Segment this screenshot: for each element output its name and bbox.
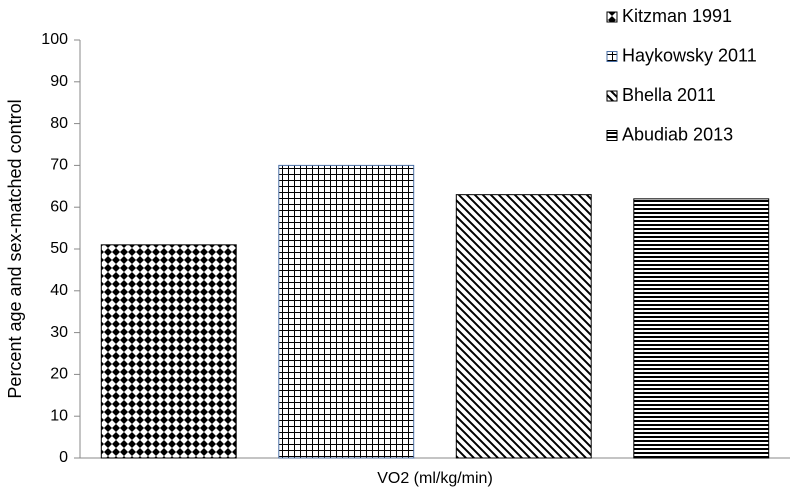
y-tick-label: 70 — [50, 157, 68, 174]
y-tick-label: 100 — [41, 31, 68, 48]
legend-label: Bhella 2011 — [622, 85, 716, 105]
legend-swatch — [606, 51, 618, 62]
y-tick-label: 90 — [50, 73, 68, 90]
x-tick-label: VO2 (ml/kg/min) — [377, 470, 493, 487]
y-tick-label: 40 — [50, 282, 68, 299]
y-tick-label: 10 — [50, 407, 68, 424]
legend-swatch — [606, 130, 618, 141]
bar — [633, 198, 770, 459]
legend-label: Haykowsky 2011 — [622, 45, 757, 65]
bar — [455, 194, 592, 459]
y-tick-label: 30 — [50, 324, 68, 341]
y-tick-label: 20 — [50, 366, 68, 383]
y-tick-label: 60 — [50, 198, 68, 215]
bar — [278, 164, 415, 459]
legend-label: Abudiab 2013 — [622, 124, 733, 144]
y-tick-label: 80 — [50, 115, 68, 132]
y-tick-label: 0 — [59, 449, 68, 466]
y-axis-title: Percent age and sex-matched control — [5, 99, 25, 398]
legend-label: Kitzman 1991 — [622, 6, 732, 26]
y-tick-label: 50 — [50, 240, 68, 257]
legend-swatch — [606, 90, 618, 102]
bar — [100, 244, 237, 459]
legend-swatch — [606, 11, 618, 23]
